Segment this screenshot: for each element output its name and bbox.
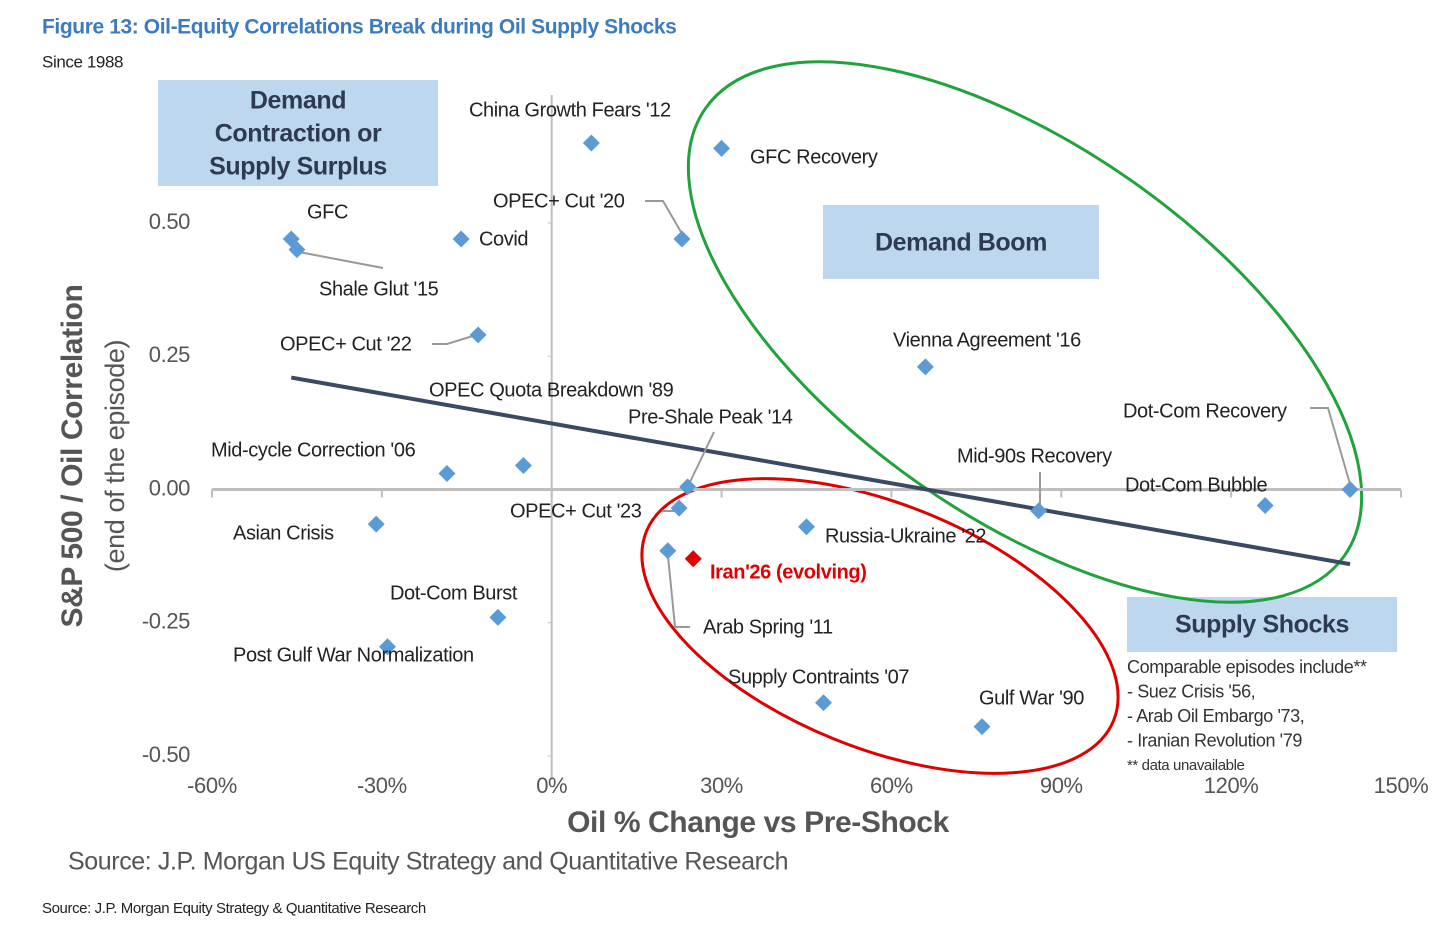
y-tick-label: -0.25: [142, 609, 190, 634]
x-tick-label: 0%: [536, 773, 567, 798]
point: [438, 465, 456, 482]
point-label: OPEC Quota Breakdown '89: [429, 379, 674, 401]
point: [1341, 481, 1359, 498]
note: Comparable episodes include**: [1127, 657, 1367, 677]
point-label: Covid: [479, 228, 528, 250]
point: [379, 638, 397, 656]
x-tick-label: 150%: [1374, 773, 1429, 798]
region-label: Demand: [250, 87, 346, 115]
y-tick-label: 0.00: [149, 475, 190, 500]
y-axis-label: S&P 500 / Oil Correlation: [56, 285, 89, 628]
point-label: OPEC+ Cut '22: [280, 333, 412, 355]
point-label: Pre-Shale Peak '14: [628, 406, 793, 428]
point: [815, 694, 832, 712]
point: [684, 550, 702, 568]
point: [469, 326, 487, 344]
point: [489, 608, 507, 626]
x-tick-label: -60%: [187, 773, 237, 798]
point: [367, 515, 385, 533]
x-tick-label: 120%: [1204, 773, 1259, 798]
region-label: Supply Surplus: [209, 153, 387, 181]
x-tick-label: 60%: [870, 773, 913, 798]
note: - Iranian Revolution '79: [1127, 730, 1302, 750]
point: [670, 499, 688, 517]
point-label: Vienna Agreement '16: [893, 329, 1081, 351]
point: [659, 542, 677, 560]
point: [288, 241, 306, 259]
region-label: Supply Shocks: [1175, 611, 1349, 639]
point: [673, 230, 691, 248]
leader-line: [645, 200, 682, 233]
leader-line: [432, 334, 477, 345]
chart-title: Figure 13: Oil-Equity Correlations Break…: [42, 16, 676, 39]
point: [973, 718, 991, 736]
y-tick-label: -0.50: [142, 742, 190, 767]
leader-line: [298, 251, 384, 269]
point: [713, 139, 731, 157]
point: [582, 134, 600, 152]
point-label: Gulf War '90: [979, 687, 1084, 709]
trendline: [290, 375, 1351, 567]
note: - Arab Oil Embargo '73,: [1127, 706, 1304, 726]
point-label: Dot-Com Bubble: [1125, 474, 1268, 496]
leader-line: [689, 431, 715, 483]
region-box: [158, 80, 438, 186]
x-tick-label: 30%: [700, 773, 743, 798]
region-label: Demand Boom: [875, 229, 1047, 257]
y-tick-label: 0.25: [149, 342, 190, 367]
point-label: Mid-90s Recovery: [957, 445, 1112, 467]
point: [916, 358, 934, 376]
subtitle: Since 1988: [42, 52, 123, 71]
source-inner: Source: J.P. Morgan US Equity Strategy a…: [68, 848, 788, 876]
point-label: Supply Contraints '07: [728, 666, 909, 688]
leader-line: [667, 555, 690, 628]
supply-shock-ellipse: [640, 477, 1120, 775]
region-label: Contraction or: [215, 120, 382, 148]
x-tick-label: 90%: [1040, 773, 1083, 798]
point: [679, 478, 697, 496]
point-label: GFC: [307, 201, 348, 223]
point-label: Dot-Com Burst: [390, 582, 518, 604]
point-label: GFC Recovery: [750, 146, 878, 168]
point: [452, 230, 470, 248]
point: [1030, 502, 1048, 520]
demand-boom-ellipse: [686, 60, 1364, 604]
y-axis-label: (end of the episode): [100, 340, 130, 572]
note: - Suez Crisis '56,: [1127, 681, 1255, 701]
point-label: Post Gulf War Normalization: [233, 644, 474, 666]
region-box: [1127, 597, 1397, 652]
point: [1256, 497, 1274, 514]
point-label: Asian Crisis: [233, 522, 334, 544]
point-label: China Growth Fears '12: [469, 99, 671, 121]
point-label: OPEC+ Cut '23: [510, 500, 642, 522]
point-label: Arab Spring '11: [703, 616, 833, 638]
point-label: Russia-Ukraine '22: [825, 525, 986, 547]
point-label: Dot-Com Recovery: [1123, 400, 1287, 422]
x-tick-label: -30%: [357, 773, 407, 798]
y-tick-label: 0.50: [149, 209, 190, 234]
point-label: Iran'26 (evolving): [710, 561, 867, 583]
point-label: Mid-cycle Correction '06: [211, 439, 416, 461]
point: [514, 457, 532, 475]
x-axis-label: Oil % Change vs Pre-Shock: [567, 806, 950, 839]
point-label: Shale Glut '15: [319, 278, 439, 300]
point: [798, 518, 815, 536]
source: Source: J.P. Morgan Equity Strategy & Qu…: [42, 900, 426, 917]
point-label: OPEC+ Cut '20: [493, 190, 625, 212]
note: ** data unavailable: [1127, 757, 1245, 774]
leader-line: [1310, 407, 1351, 485]
region-box: [823, 205, 1099, 279]
